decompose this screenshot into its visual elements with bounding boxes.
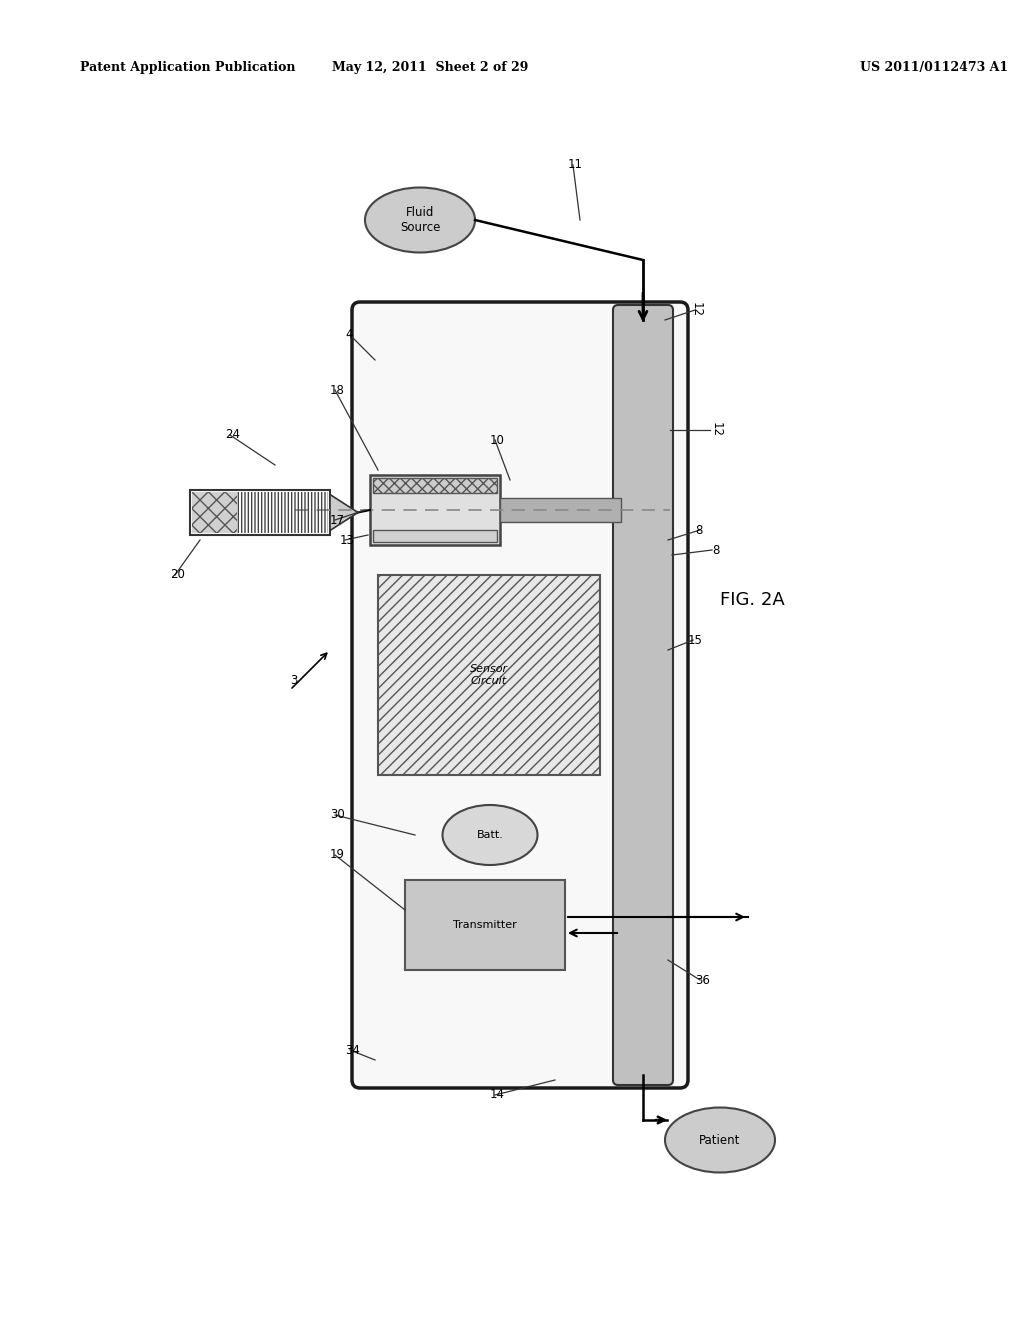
Text: 12: 12 (690, 302, 703, 318)
Text: Patent Application Publication: Patent Application Publication (80, 62, 296, 74)
FancyBboxPatch shape (370, 475, 500, 545)
Text: 11: 11 (568, 158, 583, 172)
Text: 14: 14 (490, 1089, 505, 1101)
Bar (406, 880, 565, 970)
Ellipse shape (665, 1107, 775, 1172)
Bar (190, 490, 330, 535)
Text: 18: 18 (330, 384, 345, 396)
Bar (378, 576, 600, 775)
Ellipse shape (365, 187, 475, 252)
Text: Transmitter: Transmitter (454, 920, 517, 931)
Text: 24: 24 (225, 429, 240, 441)
Text: 3: 3 (290, 673, 297, 686)
Text: 4: 4 (345, 329, 352, 342)
Text: 15: 15 (688, 634, 702, 647)
Bar (373, 531, 497, 543)
Bar (237, 492, 328, 533)
Text: 12: 12 (710, 422, 723, 437)
Text: 19: 19 (330, 849, 345, 862)
Bar (500, 498, 621, 521)
Text: 17: 17 (330, 513, 345, 527)
Text: Fluid
Source: Fluid Source (399, 206, 440, 234)
Text: 30: 30 (330, 808, 345, 821)
FancyBboxPatch shape (613, 305, 673, 1085)
Text: Batt.: Batt. (476, 830, 504, 840)
Text: 34: 34 (345, 1044, 359, 1056)
Polygon shape (330, 495, 358, 531)
Text: US 2011/0112473 A1: US 2011/0112473 A1 (860, 62, 1008, 74)
Text: 8: 8 (695, 524, 702, 536)
Text: Sensor
Circuit: Sensor Circuit (470, 664, 508, 686)
Ellipse shape (442, 805, 538, 865)
Bar (373, 478, 497, 492)
Text: Patient: Patient (699, 1134, 740, 1147)
Text: 36: 36 (695, 974, 710, 986)
Text: FIG. 2A: FIG. 2A (720, 591, 784, 609)
Text: 10: 10 (490, 433, 505, 446)
Text: 20: 20 (170, 569, 185, 582)
Text: 8: 8 (712, 544, 720, 557)
Text: 13: 13 (340, 533, 355, 546)
FancyBboxPatch shape (352, 302, 688, 1088)
Text: May 12, 2011  Sheet 2 of 29: May 12, 2011 Sheet 2 of 29 (332, 62, 528, 74)
Bar (193, 492, 237, 533)
